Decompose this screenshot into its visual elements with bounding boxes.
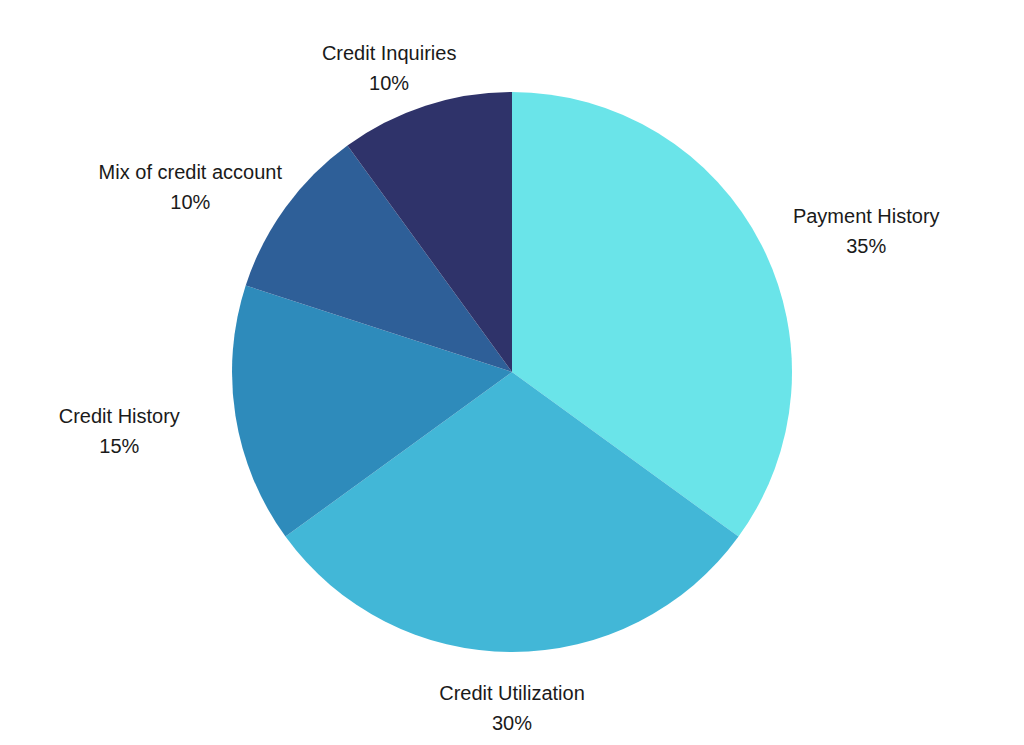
data-label: 10%	[170, 191, 210, 213]
data-label: 10%	[369, 72, 409, 94]
slice-label: Credit History	[59, 405, 180, 427]
data-label: 30%	[492, 712, 532, 734]
pie	[232, 92, 792, 652]
chart-container: Payment History 35% Credit Utilization 30% C…	[0, 0, 1024, 745]
slice-label: Credit Inquiries	[322, 42, 457, 64]
slice-label: Mix of credit account	[99, 161, 283, 183]
data-label: 15%	[99, 435, 139, 457]
slice-label: Credit Utilization	[439, 682, 585, 704]
chart-svg: Payment History 35% Credit Utilization 30% C…	[0, 0, 1024, 745]
data-label: 35%	[846, 235, 886, 257]
pie-slice	[347, 92, 512, 372]
slice-label: Payment History	[793, 205, 940, 227]
labels: Payment History 35% Credit Utilization 30% C…	[59, 42, 940, 733]
